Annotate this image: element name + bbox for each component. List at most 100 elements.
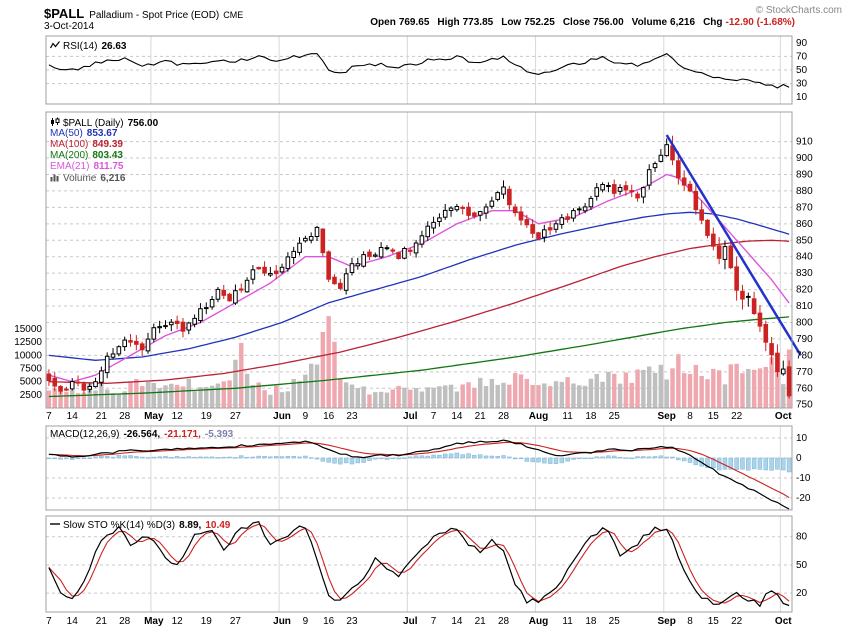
tick-label: 21: [475, 411, 487, 422]
line-icon: [50, 519, 60, 532]
rsi-label: RSI(14): [63, 41, 98, 52]
tick-label: 15: [708, 616, 720, 627]
tick-label: 760: [796, 383, 813, 394]
panel-borders-layer: [45, 35, 793, 613]
legend-item: $PALL (Daily) 756.00: [50, 117, 159, 130]
chart-icon: [49, 40, 60, 53]
legend-label: EMA(21): [50, 161, 90, 172]
tick-label: 25: [609, 411, 621, 422]
tick-label: 10: [796, 92, 808, 103]
tick-label: Aug: [529, 616, 548, 627]
volume-icon: [50, 172, 60, 185]
legend-item: EMA(21) 811.75: [50, 161, 158, 172]
sto-value: 10.49: [205, 520, 231, 531]
rsi-value: 26.63: [101, 41, 127, 52]
tick-label: 70: [796, 51, 808, 62]
tick-label: 790: [796, 334, 813, 345]
tick-label: 28: [498, 616, 510, 627]
tick-label: 810: [796, 301, 813, 312]
tick-label: 910: [796, 137, 813, 148]
tick-label: Jul: [403, 616, 418, 627]
tick-label: 7: [46, 616, 52, 627]
tick-label: 14: [67, 411, 79, 422]
moving-averages-layer: [48, 173, 790, 398]
legend-label: $PALL (Daily): [63, 118, 124, 129]
candlestick-icon: [50, 117, 60, 130]
tick-label: -10: [796, 473, 811, 484]
tick-label: 16: [323, 411, 335, 422]
tick-label: Jun: [273, 616, 291, 627]
tick-label: 8: [687, 616, 693, 627]
tick-label: 7500: [20, 364, 43, 375]
main-legend: $PALL (Daily) 756.00 MA(50) 853.67 MA(100) 84…: [50, 117, 159, 185]
tick-label: 830: [796, 268, 813, 279]
legend-value: 756.00: [127, 118, 159, 129]
stockcharts-copyright-link[interactable]: © StockCharts.com: [755, 5, 842, 16]
rsi-legend: RSI(14) 26.63: [49, 40, 127, 53]
tick-label: 10: [796, 433, 808, 444]
candlestick-layer: [46, 134, 802, 399]
tick-label: 20: [796, 588, 808, 599]
quote-value: 769.65: [398, 17, 430, 28]
tick-label: 12: [172, 616, 184, 627]
macd-value: -26.564,: [123, 429, 161, 440]
volume-layer: [46, 316, 792, 408]
legend-item: MA(200) 803.43: [50, 150, 158, 161]
tick-label: May: [144, 411, 164, 422]
legend-value: 6,216: [100, 173, 126, 184]
tick-label: 19: [201, 411, 213, 422]
legend-value: 803.43: [92, 150, 123, 161]
tick-label: 7: [46, 411, 52, 422]
macd-label: MACD(12,26,9): [50, 429, 120, 440]
sto-value: 8.89,: [179, 520, 202, 531]
tick-label: 900: [796, 153, 813, 164]
tick-label: 0: [796, 453, 802, 464]
gridlines-layer: [46, 36, 792, 612]
chart-date: 3-Oct-2014: [44, 21, 95, 32]
tick-label: 9: [303, 616, 309, 627]
quote-label: Close: [562, 17, 591, 28]
legend-value: 853.67: [86, 128, 118, 139]
macd-value: -21.171,: [164, 429, 201, 440]
tick-label: 28: [498, 411, 510, 422]
tick-label: 800: [796, 317, 813, 328]
tick-label: 23: [346, 616, 358, 627]
tick-label: Sep: [658, 616, 676, 627]
legend-item: MA(100) 849.39: [50, 139, 158, 150]
tick-label: 21: [475, 616, 487, 627]
tick-label: 23: [346, 411, 358, 422]
legend-label: MA(100): [50, 139, 89, 150]
tick-label: 780: [796, 350, 813, 361]
quote-value: -12.90 (-1.68%): [725, 17, 795, 28]
tick-label: Jun: [273, 411, 291, 422]
exchange-label: CME: [223, 10, 244, 20]
tick-label: Jul: [403, 411, 418, 422]
tick-label: Oct: [775, 411, 792, 422]
sto-legend: Slow STO %K(14) %D(3) 8.89, 10.49: [50, 519, 230, 532]
tick-label: 28: [119, 411, 131, 422]
tick-label: Oct: [775, 616, 792, 627]
tick-label: Aug: [529, 411, 548, 422]
tick-label: 14: [67, 616, 79, 627]
tick-label: 19: [201, 616, 213, 627]
quote-value: 756.00: [593, 17, 624, 28]
tick-label: 7: [431, 411, 437, 422]
legend-item: MA(50) 853.67: [50, 128, 158, 139]
tick-label: 820: [796, 285, 813, 296]
tick-label: 870: [796, 202, 813, 213]
tick-label: 750: [796, 400, 813, 411]
quote-label: Volume: [631, 17, 668, 28]
tick-label: 14: [451, 411, 463, 422]
tick-label: Sep: [658, 411, 676, 422]
axis-labels-layer: 9070503010910900890880870860850840830820…: [14, 38, 813, 627]
tick-label: 12: [172, 411, 184, 422]
tick-label: 840: [796, 252, 813, 263]
quote-value: 752.25: [524, 17, 555, 28]
tick-label: 11: [562, 411, 573, 422]
quote-label: Low: [501, 17, 522, 28]
tick-label: 880: [796, 186, 813, 197]
tick-label: 15000: [14, 324, 42, 335]
tick-label: 2500: [20, 390, 43, 401]
quote-label: Open: [370, 17, 396, 28]
